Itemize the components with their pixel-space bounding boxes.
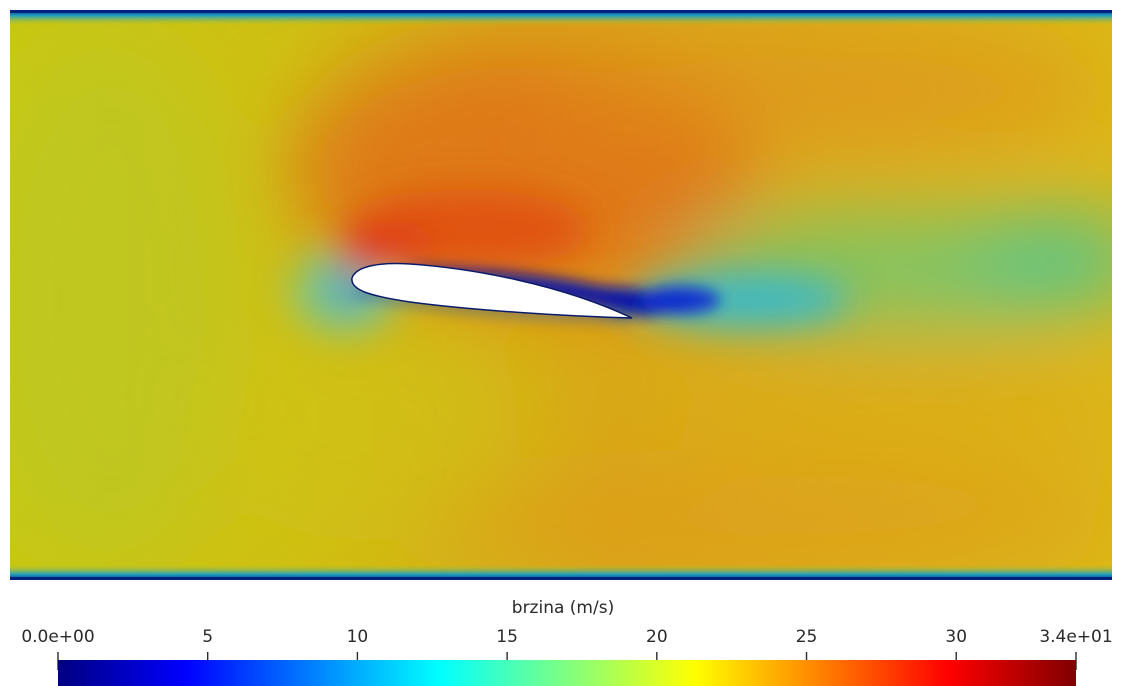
colorbar-title: brzina (m/s) [512, 598, 614, 618]
colorbar-tick-label: 5 [202, 627, 213, 647]
flow-field-view [10, 10, 1112, 580]
colorbar-tick-label: 20 [646, 627, 668, 647]
colorbar-legend: brzina (m/s) 0.0e+00 5 10 15 20 25 30 3.4e+01 [21, 598, 1113, 686]
colorbar-tick-label: 15 [496, 627, 518, 647]
colorbar-tick-label: 3.4e+01 [1039, 627, 1112, 647]
airfoil-shape [351, 262, 633, 319]
colorbar-tick-label: 30 [945, 627, 967, 647]
velocity-field [10, 10, 1112, 580]
colorbar-tick-label: 25 [796, 627, 818, 647]
colorbar-gradient [58, 660, 1076, 686]
colorbar-tick-label: 0.0e+00 [21, 627, 94, 647]
colorbar-tick-label: 10 [347, 627, 369, 647]
